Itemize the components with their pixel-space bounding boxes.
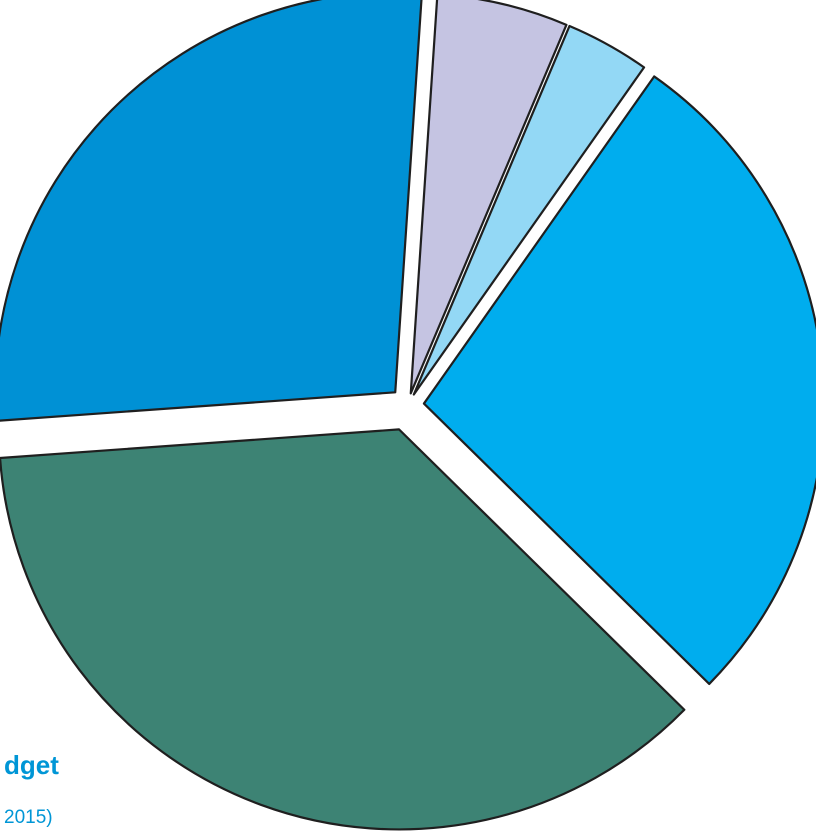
chart-title: dget	[4, 750, 59, 780]
chart-subtitle: 2015)	[4, 807, 53, 828]
pie-slice-green	[0, 428, 686, 831]
pie-slice-skyblue	[422, 75, 816, 686]
pie-slice-blue	[0, 0, 423, 422]
pie-slice-lavender	[409, 0, 568, 395]
pie-slice-lightblue	[412, 24, 646, 396]
